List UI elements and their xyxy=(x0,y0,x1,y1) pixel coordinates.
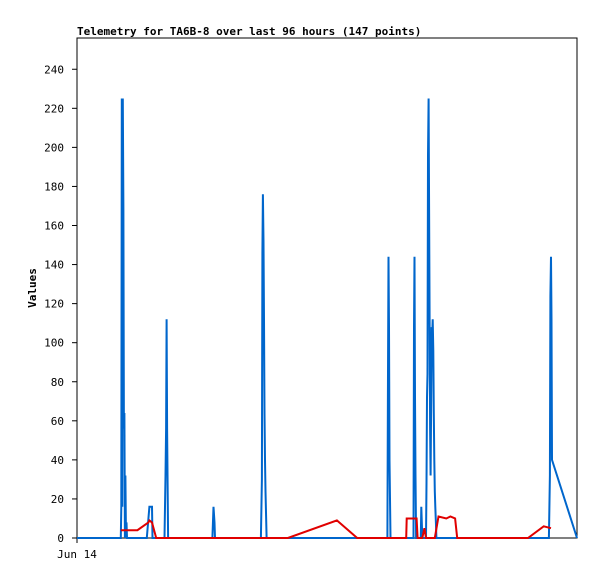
y-tick-label: 20 xyxy=(51,493,64,506)
y-tick-label: 240 xyxy=(44,63,64,76)
y-axis: 0 20 40 60 80 100 120 140 160 180 200 220 240 xyxy=(44,63,77,545)
series-layer xyxy=(77,98,578,539)
y-tick-label: 40 xyxy=(51,454,64,467)
series-line-1 xyxy=(77,98,578,539)
y-tick-label: 140 xyxy=(44,259,64,272)
y-axis-label: Values xyxy=(26,268,39,308)
plot-area-frame xyxy=(76,37,578,539)
chart-title: Telemetry for TA6B-8 over last 96 hours … xyxy=(77,25,421,38)
y-tick-label: 160 xyxy=(44,220,64,233)
x-tick-label: Jun 14 xyxy=(57,548,97,561)
y-tick-label: 60 xyxy=(51,415,64,428)
y-tick-label: 0 xyxy=(57,532,64,545)
series-line-2 xyxy=(120,515,552,539)
y-tick-label: 180 xyxy=(44,180,64,193)
y-tick-label: 120 xyxy=(44,298,64,311)
y-tick-label: 100 xyxy=(44,337,64,350)
y-tick-label: 80 xyxy=(51,376,64,389)
y-tick-label: 200 xyxy=(44,141,64,154)
y-tick-label: 220 xyxy=(44,102,64,115)
